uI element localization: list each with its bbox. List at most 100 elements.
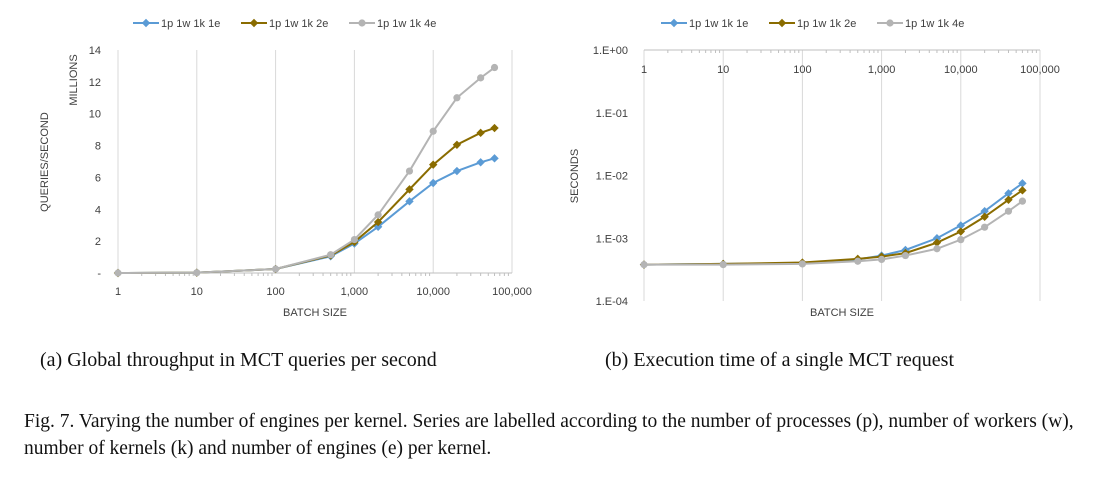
y-tick-label: 1.E-04	[596, 296, 628, 308]
series	[113, 154, 499, 278]
x-tick-label: 100,000	[1020, 64, 1060, 76]
series-line	[117, 127, 495, 274]
x-tick-label: 1	[641, 64, 647, 76]
series	[640, 197, 1027, 269]
legend-item: 1p 1w 1k 4e	[877, 18, 964, 30]
data-point	[1004, 195, 1013, 204]
x-axis-title: BATCH SIZE	[810, 307, 874, 319]
legend-swatch-marker	[777, 18, 787, 28]
y-axis-unit-label: MILLIONS	[68, 54, 80, 105]
legend-item: 1p 1w 1k 1e	[133, 18, 220, 30]
legend-label: 1p 1w 1k 1e	[689, 18, 748, 30]
data-point	[878, 255, 886, 264]
y-axis-title: QUERIES/SECOND	[39, 112, 51, 212]
data-point	[429, 178, 438, 188]
figure-caption: Fig. 7. Varying the number of engines pe…	[24, 411, 1074, 459]
data-point	[193, 269, 201, 277]
y-tick-label: -	[97, 268, 101, 280]
series	[114, 63, 499, 277]
x-tick-label: 1,000	[341, 286, 369, 298]
data-point	[327, 251, 335, 259]
subcaption-b: (b) Execution time of a single MCT reque…	[605, 349, 954, 371]
series	[639, 179, 1027, 269]
x-axis-title: BATCH SIZE	[283, 307, 347, 319]
data-point	[453, 94, 461, 102]
data-point	[640, 261, 648, 269]
legend-item: 1p 1w 1k 2e	[241, 18, 328, 30]
legend-item: 1p 1w 1k 2e	[769, 18, 856, 30]
data-point	[429, 160, 438, 169]
y-tick-label: 4	[95, 204, 101, 216]
data-point	[798, 260, 807, 268]
x-tick-label: 1	[115, 286, 121, 298]
series-line	[117, 66, 496, 274]
data-point	[854, 257, 862, 265]
data-point	[1004, 189, 1013, 198]
legend-label: 1p 1w 1k 2e	[269, 18, 328, 30]
data-point	[1018, 197, 1027, 205]
data-point	[490, 123, 499, 133]
x-tick-label: 10,000	[416, 286, 450, 298]
y-tick-label: 1.E-03	[596, 233, 628, 245]
y-tick-label: 10	[89, 109, 101, 121]
x-tick-label: 10	[191, 286, 203, 298]
data-point	[981, 223, 989, 231]
x-tick-label: 100	[793, 64, 811, 76]
data-point	[374, 211, 382, 219]
data-point	[452, 166, 462, 176]
y-tick-label: 2	[95, 236, 101, 248]
data-point	[490, 154, 499, 163]
data-point	[719, 261, 727, 269]
series	[113, 123, 499, 278]
y-tick-label: 6	[95, 172, 101, 184]
legend-swatch-marker	[141, 18, 151, 28]
data-point	[932, 238, 942, 247]
series	[639, 186, 1027, 269]
legend-label: 1p 1w 1k 4e	[377, 18, 436, 30]
legend-item: 1p 1w 1k 1e	[661, 18, 748, 30]
data-point	[1018, 179, 1027, 188]
legend-label: 1p 1w 1k 1e	[161, 18, 220, 30]
x-tick-label: 100	[266, 286, 284, 298]
series-line	[644, 200, 1024, 266]
series-line	[117, 157, 495, 274]
x-tick-label: 100,000	[492, 286, 532, 298]
data-point	[405, 167, 414, 175]
data-point	[956, 227, 965, 236]
data-point	[272, 265, 280, 273]
x-tick-label: 10	[717, 64, 729, 76]
y-tick-label: 1.E-02	[596, 171, 628, 183]
x-tick-label: 1,000	[868, 64, 896, 76]
subcaption-a: (a) Global throughput in MCT queries per…	[40, 349, 437, 371]
data-point	[477, 74, 485, 82]
y-tick-label: 1.E+00	[593, 45, 628, 57]
data-point	[1004, 207, 1013, 215]
y-tick-label: 1.E-01	[596, 108, 628, 120]
data-point	[901, 251, 910, 260]
data-point	[490, 63, 499, 72]
data-point	[114, 269, 122, 277]
legend-item: 1p 1w 1k 4e	[349, 18, 436, 30]
legend-swatch-marker	[249, 18, 259, 28]
legend-swatch-marker	[358, 19, 366, 27]
y-axis-title: SECONDS	[569, 149, 581, 203]
legend-label: 1p 1w 1k 4e	[905, 18, 964, 30]
data-point	[980, 206, 989, 216]
legend-label: 1p 1w 1k 2e	[797, 18, 856, 30]
data-point	[957, 236, 965, 244]
data-point	[476, 158, 485, 167]
series-line	[643, 182, 1024, 266]
data-point	[429, 127, 437, 135]
throughput-chart: 1 10 100 1,000 10,000 100,000 - 2 4 6 8 10 12 14 BATCH…	[39, 18, 532, 319]
data-point	[405, 197, 414, 206]
series-line	[643, 189, 1023, 266]
data-point	[956, 221, 965, 230]
y-tick-label: 12	[89, 77, 101, 89]
data-point	[933, 245, 941, 253]
x-tick-label: 10,000	[944, 64, 978, 76]
data-point	[405, 185, 414, 194]
legend-swatch-marker	[886, 19, 894, 27]
data-point	[452, 140, 462, 149]
y-tick-label: 8	[95, 141, 101, 153]
